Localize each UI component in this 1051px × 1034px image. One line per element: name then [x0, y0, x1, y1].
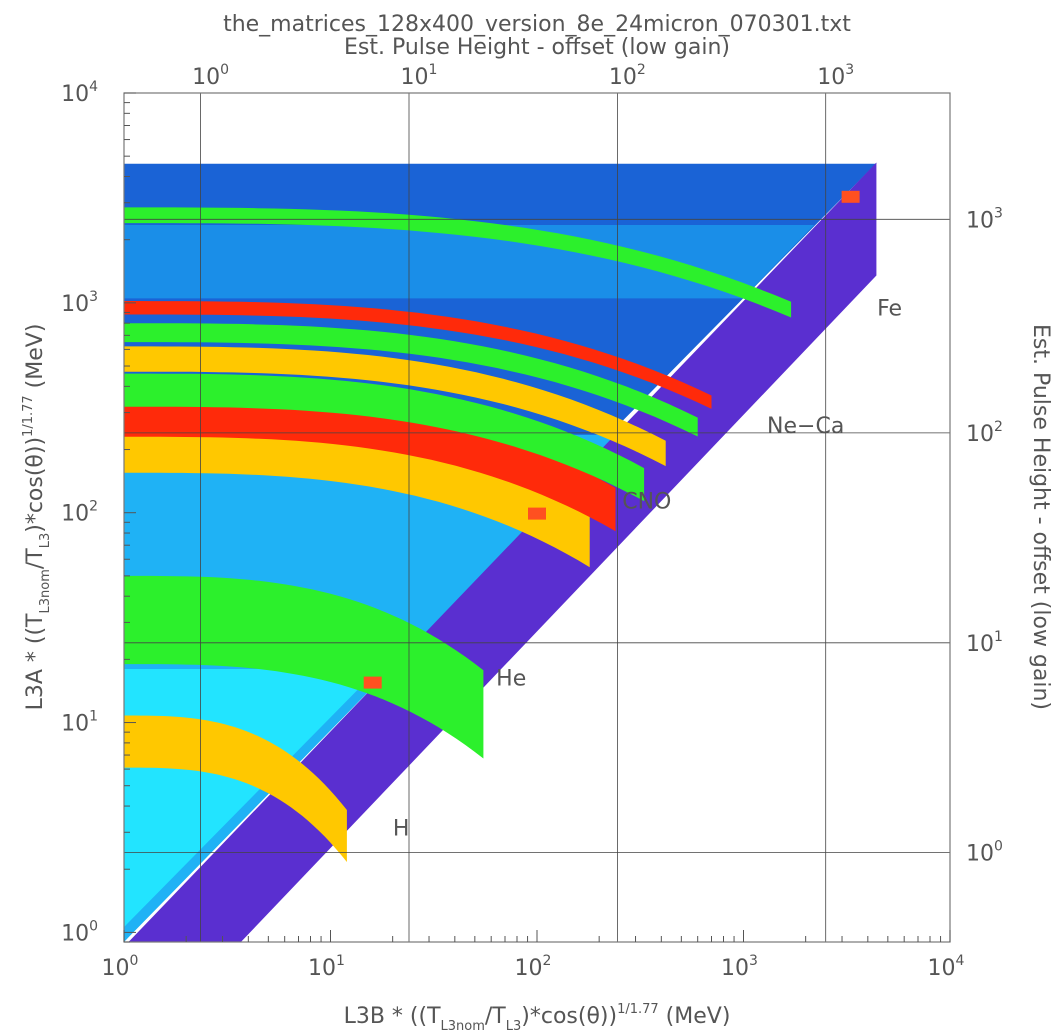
band-yellow — [124, 409, 590, 568]
band-red — [124, 301, 712, 409]
bands — [124, 207, 792, 862]
marker — [841, 190, 860, 203]
x-tick-label: 101 — [308, 953, 345, 981]
band-yellow — [124, 346, 666, 467]
band-yellow — [124, 715, 347, 862]
band-red — [124, 393, 616, 532]
y-axis-label: L3A * ((TL3nom/TL3)*cos(θ))1/1.77 (MeV) — [21, 324, 53, 711]
marker — [528, 507, 546, 520]
region-label: Fe — [877, 297, 902, 322]
band-green — [124, 373, 645, 502]
right-axis-label: Est. Pulse Height - offset (low gain) — [1028, 324, 1051, 710]
grid — [124, 93, 950, 942]
marker — [363, 676, 382, 689]
top-tick-label: 100 — [192, 62, 229, 90]
y-tick-label: 104 — [61, 79, 98, 107]
right-tick-label: 100 — [966, 839, 1003, 867]
top-tick-label: 102 — [609, 62, 646, 90]
x-tick-label: 102 — [515, 953, 552, 981]
diagonal-band — [128, 162, 877, 942]
y-tick-label: 100 — [61, 918, 98, 946]
heatmap-regions — [124, 162, 877, 942]
right-tick-label: 101 — [966, 629, 1003, 657]
markers — [363, 190, 860, 689]
band-green — [124, 207, 792, 318]
band-green — [124, 323, 698, 437]
ticks — [123, 92, 951, 943]
region-label: Ne−Ca — [767, 414, 844, 439]
x-tick-label: 100 — [102, 953, 139, 981]
right-tick-label: 102 — [966, 419, 1003, 447]
y-tick-label: 103 — [61, 289, 98, 317]
region-label: He — [496, 667, 526, 692]
band-green — [124, 575, 484, 759]
region-deep-blue — [124, 225, 815, 299]
y-tick-label: 101 — [61, 709, 98, 737]
y-tick-label: 102 — [61, 499, 98, 527]
x-tick-label: 104 — [928, 953, 965, 981]
region-label: H — [393, 816, 410, 841]
region-sky-blue — [124, 434, 682, 942]
region-label: CNO — [622, 489, 671, 514]
tick-labels: 100 101 102 103 104 100 101 102 103 104 100 101 102 1… — [61, 62, 1003, 981]
top-tick-label: 101 — [401, 62, 438, 90]
x-axis-label: L3B * ((TL3nom/TL3)*cos(θ))1/1.77 (MeV) — [344, 1002, 731, 1034]
right-tick-label: 103 — [966, 205, 1003, 233]
region-labels: H He CNO Ne−Ca Fe — [393, 297, 902, 842]
top-axis-label: Est. Pulse Height - offset (low gain) — [344, 35, 730, 60]
chart-title: the_matrices_128x400_version_8e_24micron… — [223, 12, 851, 37]
x-tick-label: 103 — [721, 953, 758, 981]
top-tick-label: 103 — [817, 62, 854, 90]
